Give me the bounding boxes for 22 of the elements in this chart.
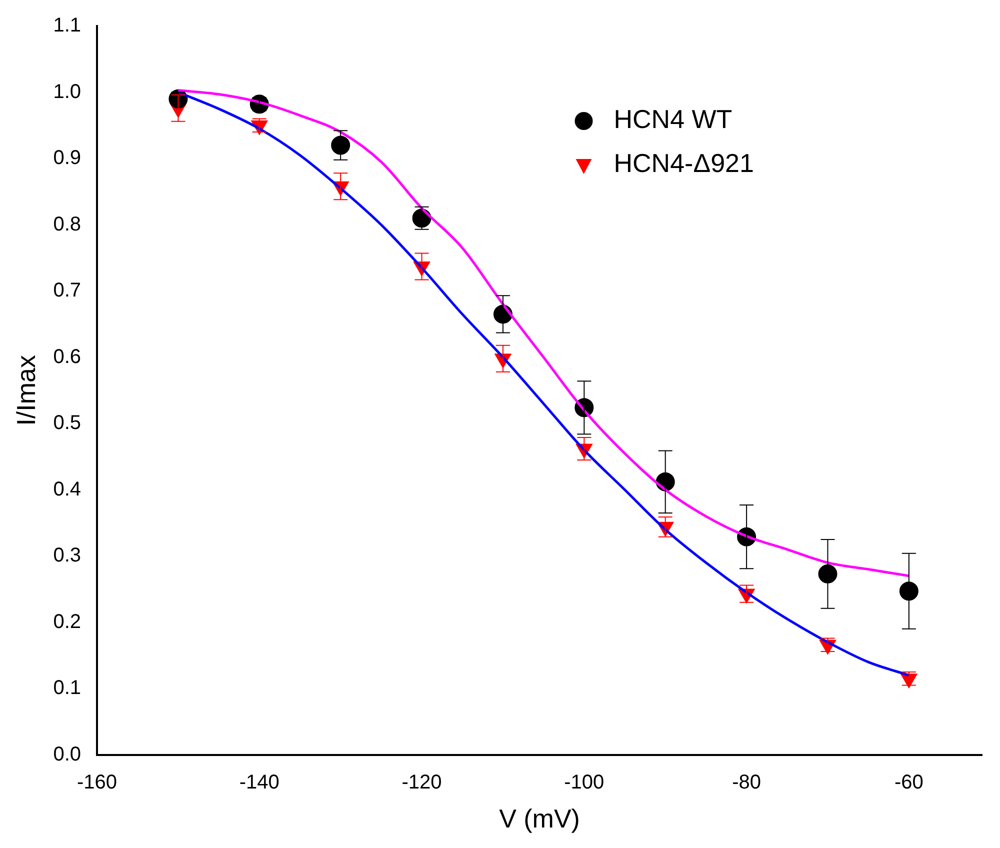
y-tick-label: 0.9 xyxy=(53,147,82,170)
y-tick-label: 0.1 xyxy=(53,677,82,700)
y-tick-label: 0.7 xyxy=(53,280,82,302)
y-tick-label: 0.0 xyxy=(53,743,82,766)
y-axis-title: I/Imax xyxy=(10,355,41,426)
x-tick-label: -120 xyxy=(402,771,442,794)
x-tick-label: -160 xyxy=(76,771,118,794)
x-tick-label: -60 xyxy=(894,771,924,794)
y-tick-label: 0.6 xyxy=(53,346,82,368)
x-tick-label: -100 xyxy=(564,771,604,794)
y-tick-label: 0.3 xyxy=(53,544,82,567)
x-axis-title: V (mV) xyxy=(499,804,580,834)
legend-label: HCN4-Δ921 xyxy=(614,148,754,178)
y-tick-label: 0.8 xyxy=(53,213,82,236)
y-tick-label: 0.2 xyxy=(53,610,82,633)
y-tick-label: 1.0 xyxy=(53,80,82,103)
y-tick-label: 1.1 xyxy=(53,14,82,37)
x-tick-label: -140 xyxy=(239,771,280,794)
x-tick-label: -80 xyxy=(732,771,761,794)
y-tick-label: 0.5 xyxy=(53,412,82,434)
legend-label: HCN4 WT xyxy=(614,104,732,134)
y-tick-label: 0.4 xyxy=(53,478,82,500)
